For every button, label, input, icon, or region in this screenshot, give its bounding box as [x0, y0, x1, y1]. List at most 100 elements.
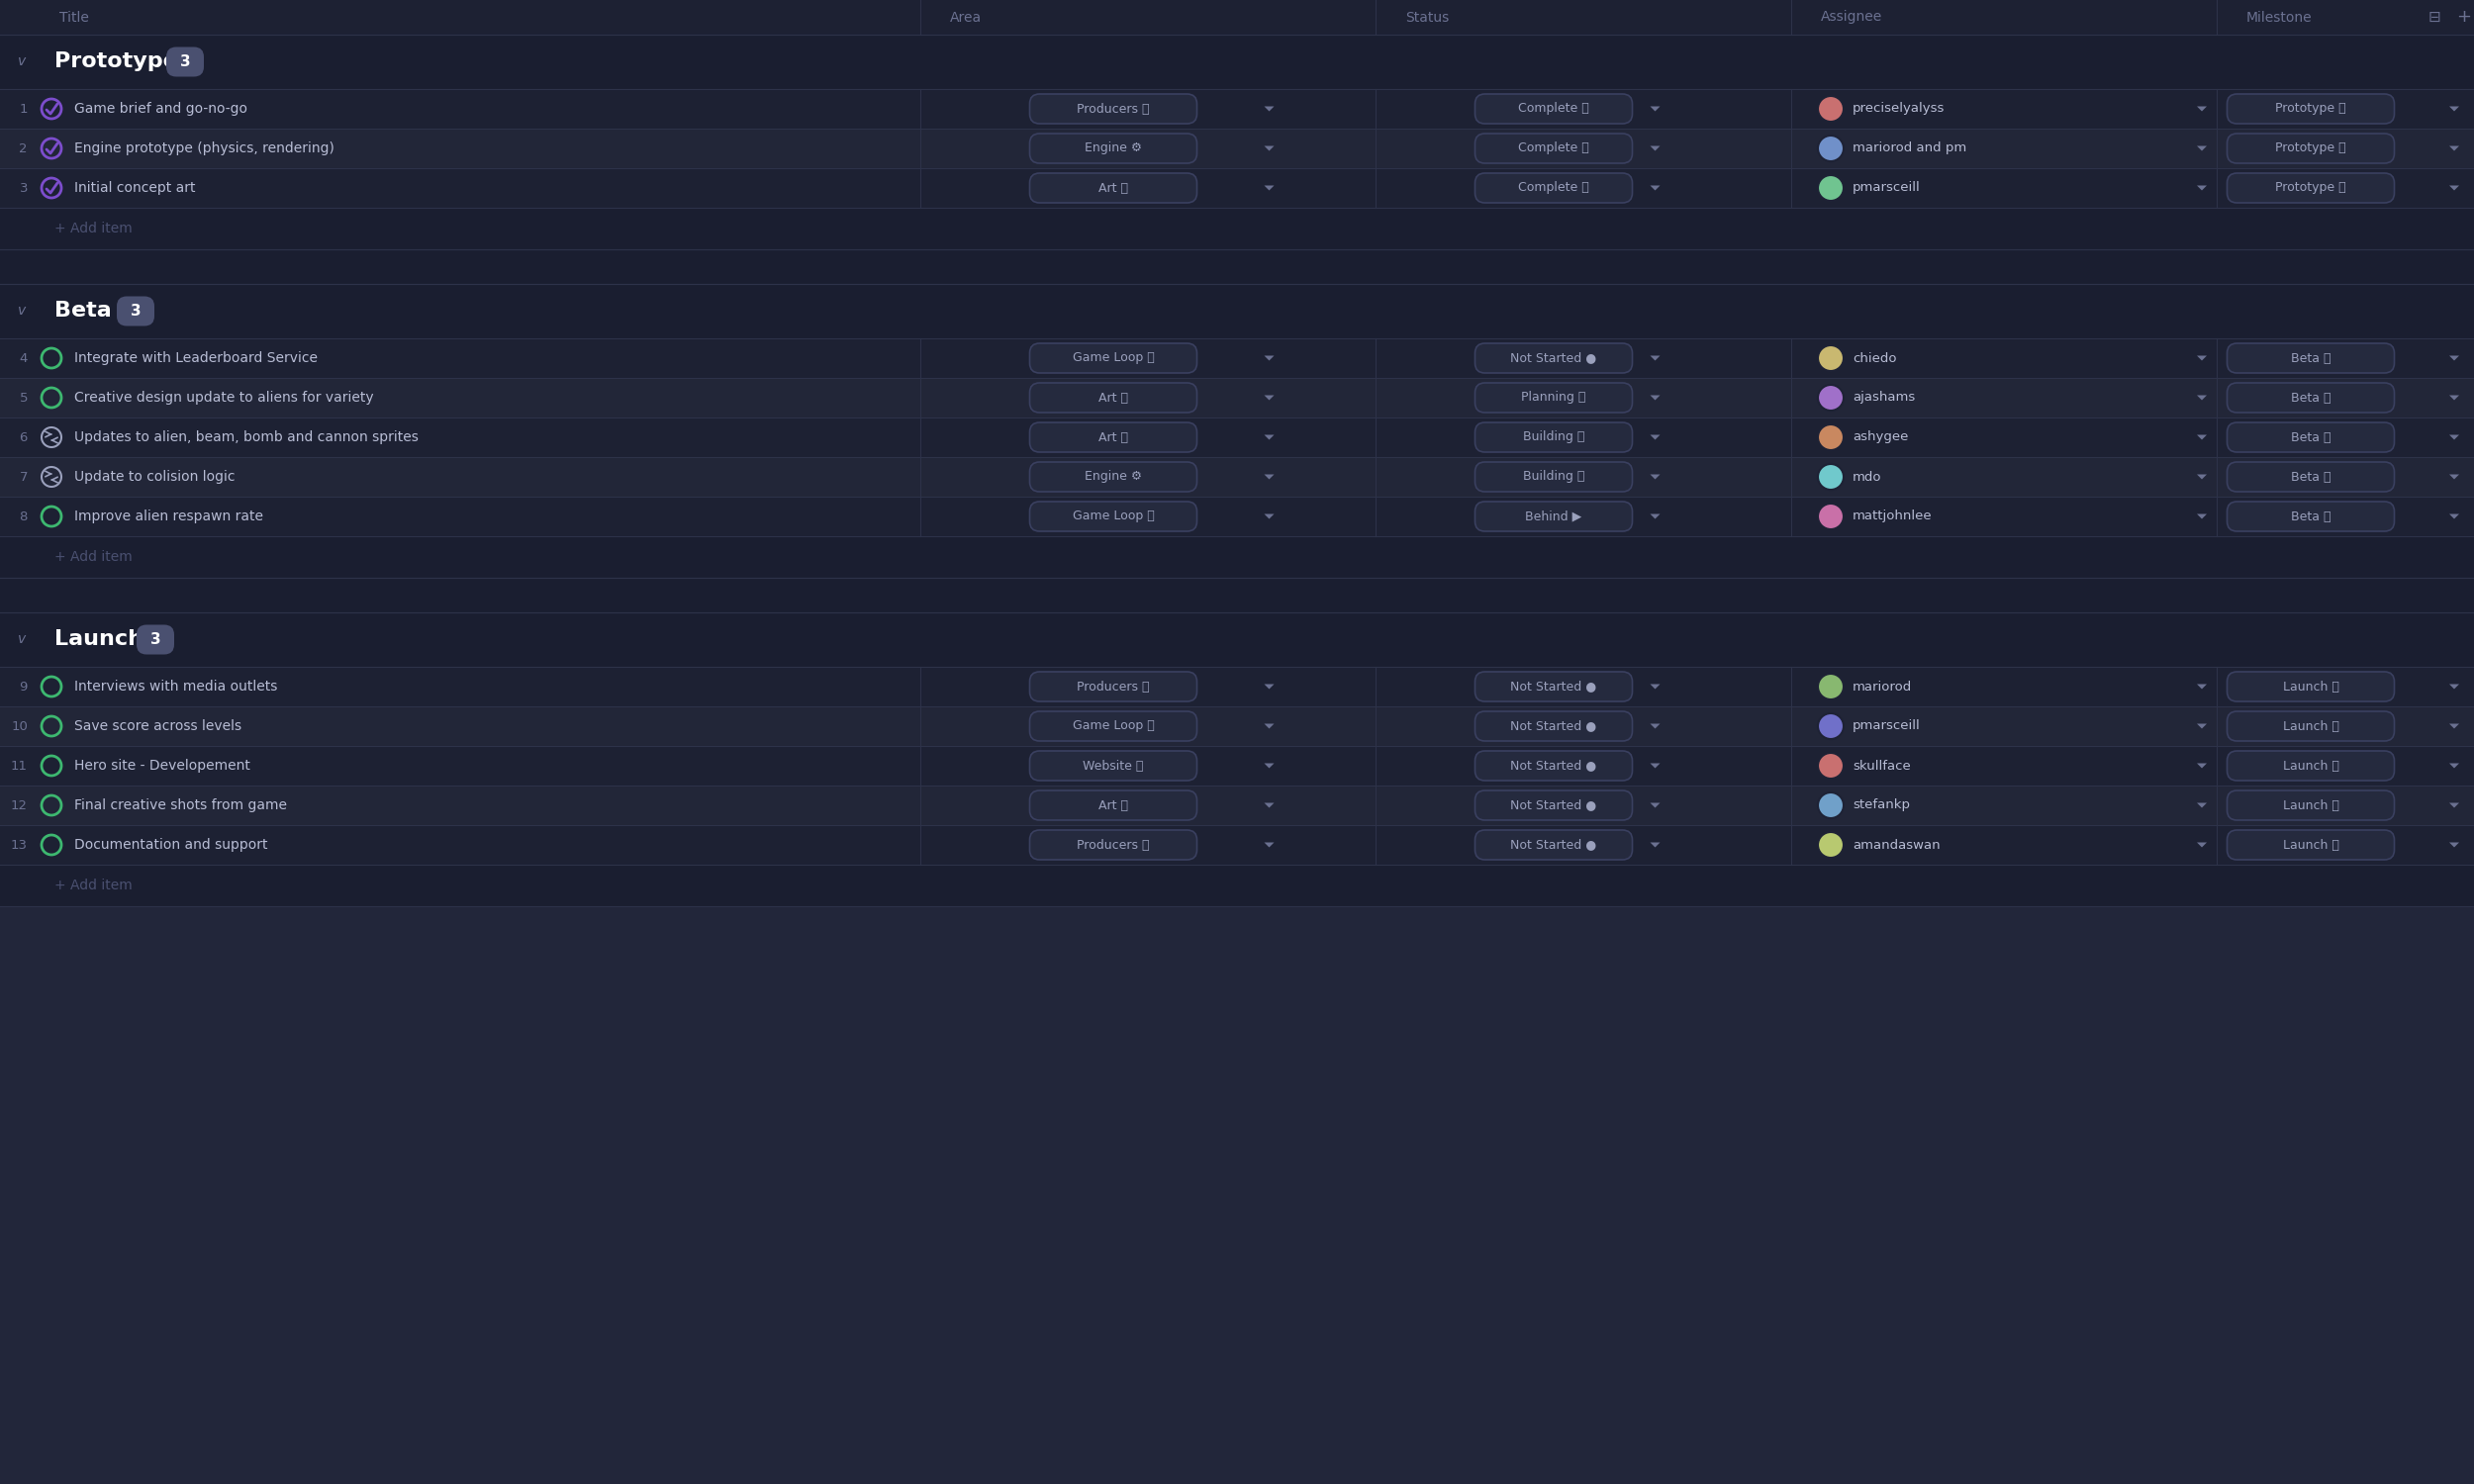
Bar	[0, 129, 2474, 168]
Polygon shape	[1650, 513, 1660, 519]
Polygon shape	[2449, 513, 2459, 519]
Polygon shape	[1650, 435, 1660, 439]
Text: Producers 🎬: Producers 🎬	[1076, 102, 1150, 116]
Text: Prototype 🌿: Prototype 🌿	[2276, 102, 2345, 116]
Text: Complete ✅: Complete ✅	[1519, 181, 1588, 194]
Text: skullface: skullface	[1853, 760, 1910, 772]
Polygon shape	[2449, 724, 2459, 729]
Polygon shape	[2449, 356, 2459, 361]
Polygon shape	[1650, 843, 1660, 847]
FancyBboxPatch shape	[1029, 791, 1197, 821]
Text: Final creative shots from game: Final creative shots from game	[74, 798, 287, 812]
Circle shape	[1818, 135, 1843, 162]
Text: mdo: mdo	[1853, 470, 1883, 484]
Circle shape	[1818, 424, 1843, 450]
Text: 12: 12	[10, 798, 27, 812]
Polygon shape	[2449, 843, 2459, 847]
Text: 2: 2	[20, 142, 27, 154]
Bar	[0, 536, 2474, 577]
Circle shape	[1818, 346, 1843, 371]
Bar	[0, 746, 2474, 785]
Text: Launch 🚀: Launch 🚀	[2284, 720, 2338, 733]
Text: Beta 🌱: Beta 🌱	[2291, 510, 2331, 522]
FancyBboxPatch shape	[1029, 174, 1197, 203]
Polygon shape	[1650, 356, 1660, 361]
Text: 4: 4	[20, 352, 27, 365]
Polygon shape	[2449, 684, 2459, 689]
Polygon shape	[2197, 843, 2207, 847]
FancyBboxPatch shape	[2227, 462, 2395, 491]
Text: Creative design update to aliens for variety: Creative design update to aliens for var…	[74, 390, 374, 405]
Text: 3: 3	[20, 181, 27, 194]
Polygon shape	[2197, 395, 2207, 401]
Polygon shape	[2449, 475, 2459, 479]
FancyBboxPatch shape	[1475, 502, 1633, 531]
Text: Art 🌈: Art 🌈	[1098, 798, 1128, 812]
Polygon shape	[2449, 763, 2459, 769]
Text: Launch 🚀: Launch 🚀	[2284, 838, 2338, 852]
Text: 3: 3	[181, 55, 190, 70]
FancyBboxPatch shape	[1475, 462, 1633, 491]
Polygon shape	[1264, 186, 1274, 190]
FancyBboxPatch shape	[2227, 672, 2395, 702]
Text: 6: 6	[20, 430, 27, 444]
Text: Launch 🚀: Launch 🚀	[2284, 760, 2338, 772]
Circle shape	[1818, 384, 1843, 411]
Text: v: v	[17, 55, 25, 68]
FancyBboxPatch shape	[2227, 791, 2395, 821]
Text: 9: 9	[20, 680, 27, 693]
Polygon shape	[1264, 803, 1274, 807]
Text: Prototype 🌿: Prototype 🌿	[54, 52, 198, 71]
FancyBboxPatch shape	[1475, 751, 1633, 781]
Text: Beta 🌱: Beta 🌱	[2291, 352, 2331, 365]
Text: 10: 10	[10, 720, 27, 733]
Text: 1: 1	[20, 102, 27, 116]
Text: Not Started ●: Not Started ●	[1512, 352, 1596, 365]
Text: Save score across levels: Save score across levels	[74, 720, 242, 733]
Bar	[0, 0, 2474, 34]
FancyBboxPatch shape	[1475, 791, 1633, 821]
Bar	[0, 249, 2474, 283]
Polygon shape	[2449, 803, 2459, 807]
FancyBboxPatch shape	[1029, 711, 1197, 741]
Text: 8: 8	[20, 510, 27, 522]
Bar	[0, 457, 2474, 497]
FancyBboxPatch shape	[1475, 93, 1633, 123]
Bar	[0, 577, 2474, 613]
Polygon shape	[2197, 145, 2207, 151]
FancyBboxPatch shape	[1029, 93, 1197, 123]
Text: ajashams: ajashams	[1853, 392, 1915, 404]
Text: Game brief and go-no-go: Game brief and go-no-go	[74, 102, 247, 116]
FancyBboxPatch shape	[1029, 672, 1197, 702]
Text: Complete ✅: Complete ✅	[1519, 102, 1588, 116]
Text: Art 🌈: Art 🌈	[1098, 392, 1128, 404]
Text: Assignee: Assignee	[1821, 10, 1883, 24]
Text: Title: Title	[59, 10, 89, 24]
Text: Initial concept art: Initial concept art	[74, 181, 195, 194]
Text: Documentation and support: Documentation and support	[74, 838, 267, 852]
Bar	[0, 283, 2474, 338]
FancyBboxPatch shape	[1475, 672, 1633, 702]
Text: 5: 5	[20, 392, 27, 404]
Polygon shape	[1650, 724, 1660, 729]
Text: Prototype 🌿: Prototype 🌿	[2276, 181, 2345, 194]
Bar	[0, 378, 2474, 417]
Text: Area: Area	[950, 10, 982, 24]
Bar	[0, 613, 2474, 666]
Text: mariorod and pm: mariorod and pm	[1853, 142, 1967, 154]
Text: + Add item: + Add item	[54, 551, 134, 564]
Text: Updates to alien, beam, bomb and cannon sprites: Updates to alien, beam, bomb and cannon …	[74, 430, 418, 444]
Polygon shape	[1650, 145, 1660, 151]
Polygon shape	[1264, 763, 1274, 769]
Text: Game Loop 🎮: Game Loop 🎮	[1071, 352, 1155, 365]
Text: Launch 🚀: Launch 🚀	[2284, 680, 2338, 693]
Text: mariorod: mariorod	[1853, 680, 1912, 693]
Polygon shape	[2197, 803, 2207, 807]
FancyBboxPatch shape	[136, 625, 173, 654]
Text: Not Started ●: Not Started ●	[1512, 720, 1596, 733]
FancyBboxPatch shape	[2227, 383, 2395, 413]
Circle shape	[1818, 752, 1843, 779]
Polygon shape	[2197, 724, 2207, 729]
Text: ⊟: ⊟	[2427, 10, 2442, 25]
Circle shape	[1818, 96, 1843, 122]
